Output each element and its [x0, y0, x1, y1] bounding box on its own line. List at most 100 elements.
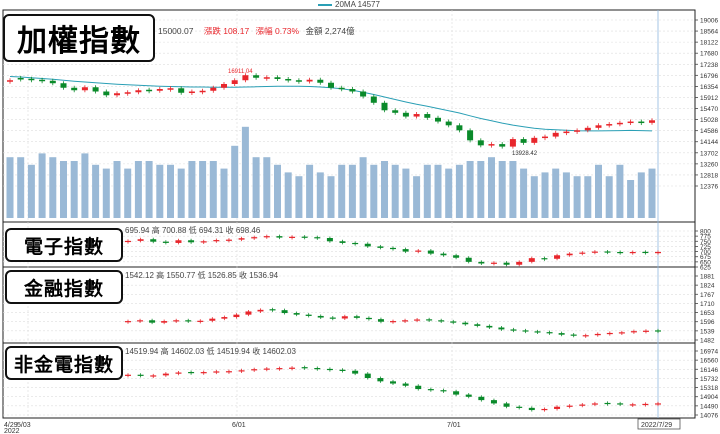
candle-up: [245, 311, 252, 315]
candle-down: [178, 88, 185, 93]
volume-bar: [274, 164, 281, 218]
volume-bar: [177, 168, 185, 218]
volume-bar: [220, 168, 228, 218]
candle-up: [251, 369, 258, 371]
candle-up: [7, 80, 13, 82]
y-tick-label: 17238: [700, 62, 718, 69]
candle-down: [276, 236, 283, 238]
candle-down: [28, 78, 35, 81]
candle-down: [365, 317, 372, 320]
candle-down: [301, 367, 308, 369]
candle-down: [338, 87, 345, 90]
candle-down: [456, 125, 463, 131]
volume-bar: [49, 157, 57, 218]
finance-info: 1542.12 高 1550.77 低 1526.85 收 1536.94: [125, 270, 278, 281]
candle-down: [349, 89, 356, 92]
y-tick-label: 625: [700, 265, 711, 272]
volume-bar: [156, 164, 164, 218]
candle-up: [390, 321, 396, 323]
volume-bar: [92, 164, 100, 218]
candle-up: [509, 139, 516, 147]
candle-down: [103, 91, 110, 96]
candle-down: [392, 110, 399, 113]
candle-up: [528, 258, 535, 262]
candle-up: [263, 77, 270, 79]
candle-down: [317, 79, 324, 83]
candle-down: [445, 121, 452, 126]
volume-bar: [113, 161, 121, 218]
candle-up: [582, 335, 589, 337]
taiex-amount: 2,274億: [324, 26, 355, 36]
candle-down: [339, 241, 346, 243]
candle-down: [370, 96, 377, 103]
candle-down: [364, 373, 371, 379]
y-tick-label: 16974: [700, 349, 718, 356]
candle-up: [213, 371, 220, 373]
candle-down: [281, 310, 288, 314]
candle-down: [415, 385, 422, 390]
volume-bar: [209, 161, 217, 218]
finance-close-label: 收: [238, 271, 247, 280]
candle-down: [390, 381, 396, 384]
candle-down: [438, 320, 445, 322]
ma-legend: 20MA 14577: [318, 0, 380, 9]
y-tick-label: 1824: [700, 283, 715, 290]
candle-up: [574, 130, 581, 132]
y-tick-label: 17680: [700, 51, 718, 58]
volume-bar: [263, 157, 271, 218]
candle-up: [188, 91, 195, 94]
taiex-change: 108.17: [223, 26, 250, 36]
volume-bar: [455, 164, 463, 218]
candle-down: [486, 325, 493, 328]
volume-bar: [616, 164, 624, 218]
candle-up: [200, 241, 207, 243]
volume-bar: [498, 161, 506, 218]
taiex-pct: 0.73%: [274, 26, 300, 36]
candle-down: [499, 144, 506, 147]
volume-bar: [316, 172, 324, 218]
candle-up: [591, 251, 598, 253]
candle-down: [352, 242, 359, 245]
candle-up: [606, 332, 613, 335]
taiex-amount-label: 金額: [305, 26, 323, 36]
candle-down: [253, 75, 260, 78]
candle-up: [341, 316, 348, 319]
candle-down: [467, 130, 474, 141]
volume-bar: [359, 157, 367, 218]
current-date-label: 2022/7/29: [641, 422, 672, 429]
candle-up: [125, 321, 131, 323]
volume-bar: [381, 161, 388, 218]
y-tick-label: 16560: [700, 358, 718, 365]
candle-down: [462, 322, 469, 325]
candle-up: [516, 261, 523, 265]
candle-up: [630, 331, 637, 333]
y-tick-label: 18122: [700, 40, 718, 47]
candle-down: [558, 333, 565, 335]
panel-title-non-finance-electronics: 非金電指數: [5, 346, 123, 380]
candle-up: [137, 239, 144, 241]
volume-bar: [124, 168, 132, 218]
candle-up: [618, 332, 625, 334]
candle-down: [188, 371, 195, 374]
x-tick-label: 4/29: [4, 422, 18, 429]
volume-bar: [241, 126, 249, 218]
y-tick-label: 1539: [700, 328, 715, 335]
electronics-low-label: 低: [188, 226, 197, 235]
candle-up: [629, 251, 636, 254]
volume-bar: [188, 161, 196, 218]
electronics-close-label: 收: [225, 226, 234, 235]
candle-up: [541, 408, 548, 411]
volume-bar: [306, 164, 314, 218]
volume-bar: [348, 164, 356, 218]
candle-down: [426, 319, 433, 321]
candle-up: [414, 319, 421, 321]
candle-down: [450, 321, 457, 323]
volume-bar: [466, 161, 474, 218]
volume-bar: [595, 164, 602, 218]
candle-down: [60, 83, 67, 88]
x-tick-label: 5/03: [17, 422, 31, 429]
candle-up: [175, 240, 182, 243]
candle-down: [92, 87, 99, 92]
volume-bar: [102, 168, 110, 218]
candle-down: [353, 316, 360, 318]
